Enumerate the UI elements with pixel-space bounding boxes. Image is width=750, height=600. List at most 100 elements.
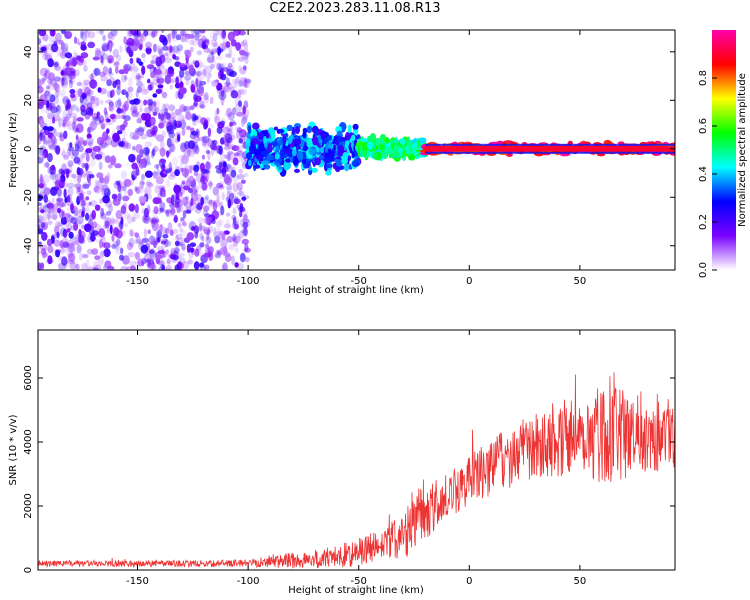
spectrogram-cell <box>215 231 223 236</box>
spectrogram-cell <box>205 149 211 155</box>
spectrogram-cell <box>157 260 165 266</box>
spectrogram-cell <box>170 112 176 120</box>
spectrogram-cell <box>239 77 246 87</box>
spectrogram-cell <box>64 31 72 39</box>
spectrogram-cell <box>92 145 101 152</box>
spectrogram-cell <box>97 145 104 156</box>
colorbar-tick-label: 0.2 <box>698 214 709 230</box>
spectrogram-cell <box>112 132 120 143</box>
spectrogram-cell <box>69 142 73 148</box>
spectrogram-cell <box>76 117 84 122</box>
spectrogram-cell <box>176 133 181 142</box>
spectrogram-cell <box>85 153 90 163</box>
spectrogram-cell <box>295 126 300 135</box>
spectrogram-cell <box>155 100 161 109</box>
spectrogram-cell <box>188 165 193 174</box>
spectrogram-cell <box>205 65 213 75</box>
spectrogram-cell <box>68 146 75 152</box>
spectrogram-cell <box>64 197 68 204</box>
spectrogram-cell <box>214 140 219 145</box>
spectrogram-cell <box>207 127 211 138</box>
spectrogram-cell <box>63 116 70 122</box>
spectrogram-cell <box>204 73 212 78</box>
spectrogram-cell <box>206 228 211 236</box>
spectrogram-cell <box>59 51 67 59</box>
spectrogram-cell <box>175 76 179 86</box>
spectrogram-cell <box>351 151 355 159</box>
spectrogram-cell <box>85 148 93 154</box>
spectrogram-cell <box>200 196 205 206</box>
spectrogram-cell <box>160 263 165 270</box>
spectrogram-cell <box>194 60 200 68</box>
spectrogram-cell <box>95 97 100 106</box>
spectrogram-cell <box>325 163 333 169</box>
spectrogram-cell <box>306 138 313 148</box>
spectrogram-cell <box>276 129 281 134</box>
spectrogram-cell <box>174 264 180 270</box>
spectrogram-cell <box>182 196 189 207</box>
spectrogram-cell <box>237 56 245 62</box>
spectrogram-cell <box>181 154 189 165</box>
spectrogram-cell <box>234 262 239 268</box>
spectrogram-cell <box>144 170 153 178</box>
spectrogram-cell <box>68 231 74 239</box>
spectrogram-cell <box>201 41 207 50</box>
spectrogram-cell <box>198 222 203 232</box>
spectrogram-cell <box>45 118 53 126</box>
spectrogram-cell <box>107 31 114 39</box>
spectrogram-cell <box>53 144 59 153</box>
spectrogram-cell <box>40 221 46 229</box>
spectrogram-cell <box>302 127 308 134</box>
spectrogram-cell <box>232 233 237 242</box>
spectrogram-cell <box>215 249 221 258</box>
spectrogram-cell <box>285 158 291 163</box>
spectrogram-cell <box>232 157 239 166</box>
spectrogram-cell <box>205 243 210 249</box>
spectrogram-cell <box>182 221 187 227</box>
spectrogram-cell <box>85 165 90 171</box>
spectrogram-cell <box>179 104 187 113</box>
spectrogram-cell <box>241 119 245 127</box>
spectrogram-cell <box>382 141 387 148</box>
spectrogram-cell <box>107 55 115 64</box>
spectrogram-cell <box>243 42 249 53</box>
spectrogram-cell <box>66 215 70 223</box>
spectrogram-cell <box>128 203 136 212</box>
spectrogram-cell <box>81 162 86 169</box>
spectrogram-cell <box>46 126 54 132</box>
spectrogram-cell <box>192 196 199 201</box>
spectrogram-cell <box>230 144 236 150</box>
spectrogram-cell <box>227 31 235 42</box>
spectrogram-cell <box>61 78 68 86</box>
spectrogram-cell <box>84 30 88 34</box>
spectrogram-cell <box>240 40 245 48</box>
spectrogram-cell <box>142 146 150 156</box>
spectrogram-cell <box>206 57 212 63</box>
spectrogram-cell <box>150 262 155 270</box>
spectrogram-cell <box>191 148 195 158</box>
spectrogram-cell <box>257 132 264 141</box>
spectrogram-cell <box>169 47 175 57</box>
spectrogram-cell <box>106 116 114 126</box>
spectrogram-cell <box>55 39 63 45</box>
spectrogram-cell <box>166 137 172 148</box>
spectrogram-cell <box>227 153 232 161</box>
spectrogram-cell <box>366 141 374 150</box>
spectrogram-cell <box>215 165 222 170</box>
spectrogram-cell <box>216 126 223 134</box>
x-tick-label: 0 <box>466 576 472 587</box>
spectrogram-cell <box>161 238 168 243</box>
spectrogram-cell <box>47 49 54 57</box>
spectrogram-cell <box>174 132 181 141</box>
spectrogram-cell <box>58 176 65 186</box>
spectrogram-cell <box>110 218 119 224</box>
spectrogram-cell <box>180 217 185 222</box>
spectrogram-cell <box>184 151 190 160</box>
spectrogram-cell <box>168 161 172 169</box>
spectrogram-cell <box>72 240 80 246</box>
spectrogram-cell <box>337 145 345 154</box>
spectrogram-cell <box>46 91 51 102</box>
spectrogram-cell <box>157 185 166 191</box>
spectrogram-cell <box>189 46 194 53</box>
spectrogram-cell <box>43 219 48 226</box>
